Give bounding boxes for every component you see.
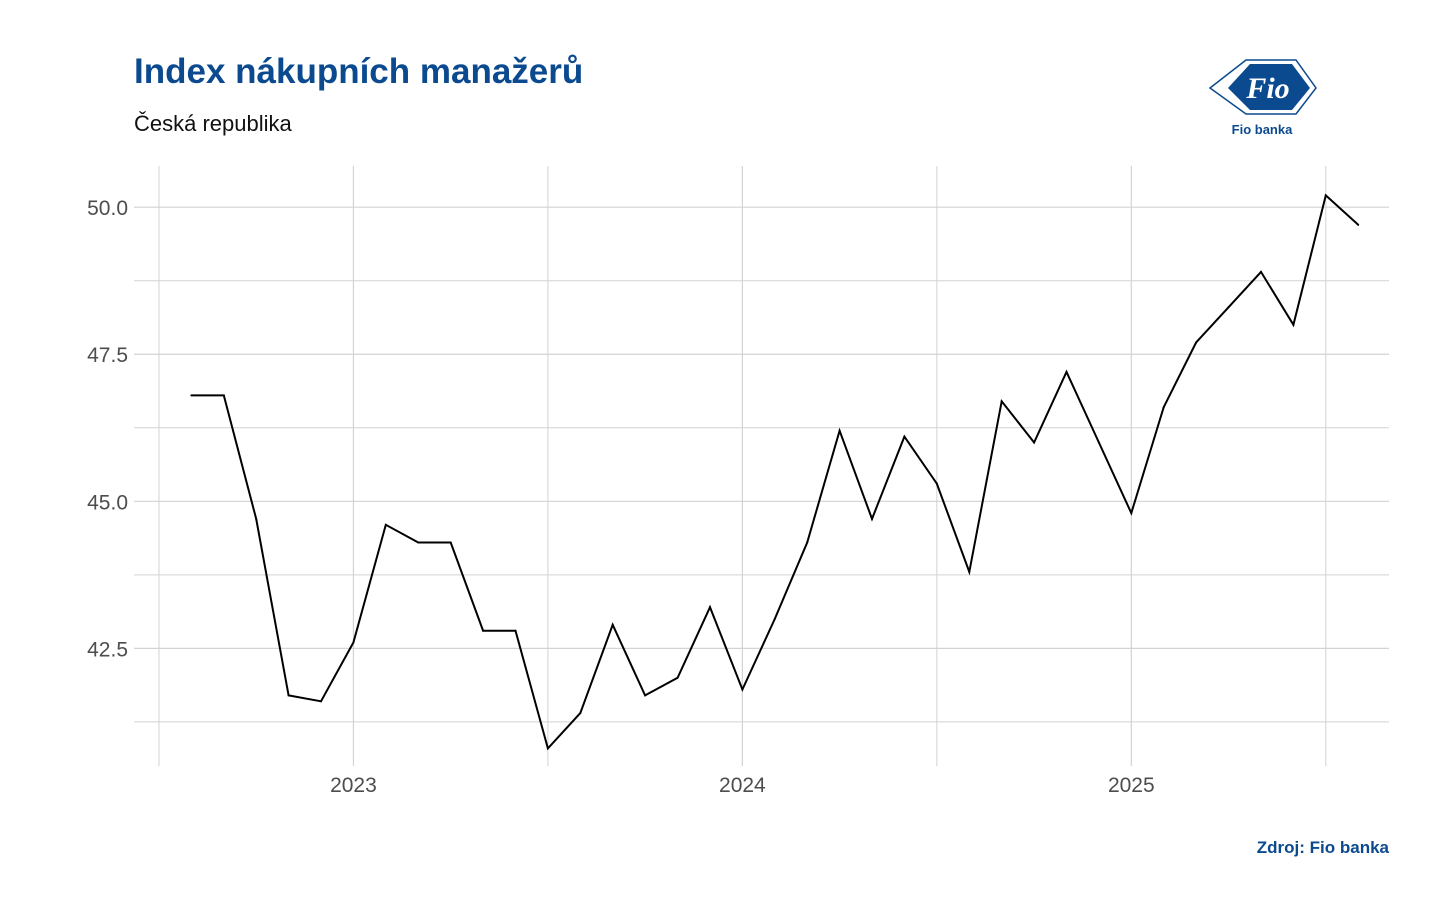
data-point	[255, 517, 258, 520]
data-point	[546, 747, 549, 750]
logo-wordmark: Fio	[1245, 72, 1289, 105]
data-point	[935, 482, 938, 485]
data-point	[1195, 341, 1198, 344]
data-point	[1033, 441, 1036, 444]
data-point	[320, 700, 323, 703]
x-tick-label: 2024	[719, 774, 766, 797]
data-point	[1357, 223, 1360, 226]
y-tick-label: 47.5	[87, 344, 128, 367]
data-point	[482, 629, 485, 632]
data-point	[1259, 270, 1262, 273]
data-point	[838, 429, 841, 432]
source-note: Zdroj: Fio banka	[1256, 838, 1389, 857]
data-point	[514, 629, 517, 632]
data-point	[352, 641, 355, 644]
data-point	[1324, 194, 1327, 197]
series-line	[191, 193, 1359, 751]
y-tick-label: 45.0	[87, 491, 128, 514]
data-point	[417, 541, 420, 544]
x-tick-label: 2023	[330, 774, 377, 797]
data-point	[676, 676, 679, 679]
data-point	[1227, 306, 1230, 309]
data-point	[903, 435, 906, 438]
data-point	[1292, 323, 1295, 326]
data-point	[1097, 441, 1100, 444]
data-point	[806, 541, 809, 544]
data-point	[449, 541, 452, 544]
data-point	[579, 712, 582, 715]
data-point	[773, 617, 776, 620]
data-point	[1162, 406, 1165, 409]
logo-flag-fill	[1228, 64, 1310, 110]
logo-caption: Fio banka	[1232, 122, 1293, 137]
data-point	[1065, 370, 1068, 373]
data-point	[644, 694, 647, 697]
data-point	[708, 606, 711, 609]
chart-title: Index nákupních manažerů	[134, 52, 584, 91]
data-point	[611, 623, 614, 626]
data-point	[287, 694, 290, 697]
data-point	[968, 570, 971, 573]
y-tick-label: 42.5	[87, 638, 128, 661]
data-point	[1000, 400, 1003, 403]
data-point	[222, 394, 225, 397]
x-tick-label: 2025	[1108, 774, 1155, 797]
data-point	[1130, 512, 1133, 515]
data-point	[190, 394, 193, 397]
data-point	[384, 523, 387, 526]
fio-banka-logo: Fio Fio banka	[1208, 59, 1317, 137]
chart-subtitle: Česká republika	[134, 111, 292, 136]
y-tick-label: 50.0	[87, 197, 128, 220]
data-point	[871, 517, 874, 520]
data-point	[741, 688, 744, 691]
